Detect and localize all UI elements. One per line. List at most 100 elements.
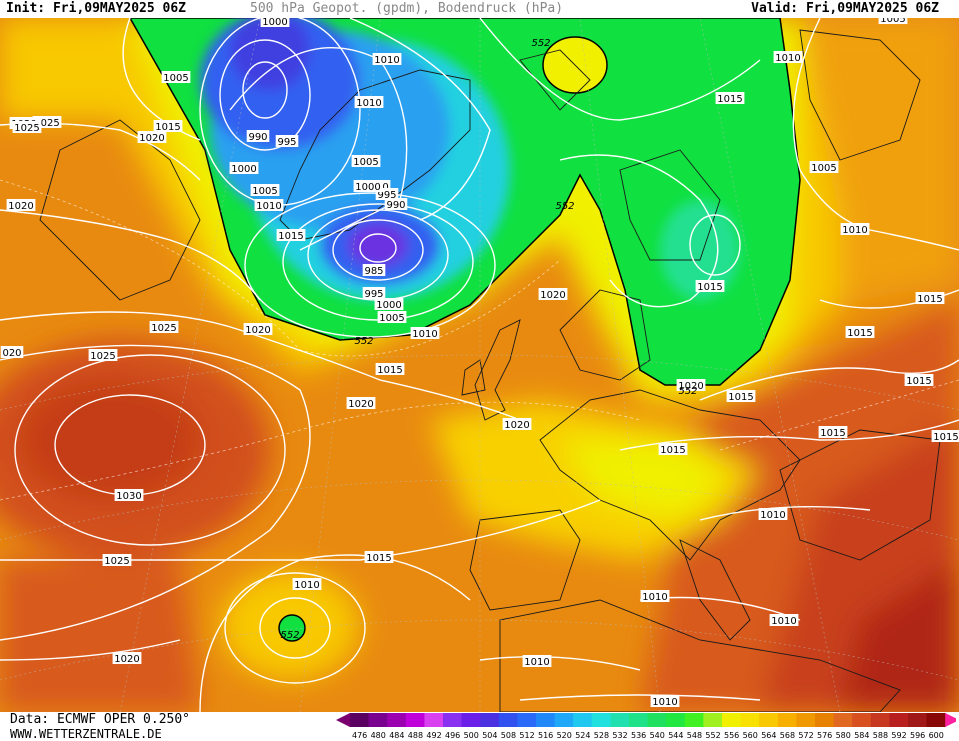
isobar-label: 1010 <box>840 223 870 236</box>
isobar-label: 1015 <box>153 120 183 133</box>
legend-swatch <box>889 713 909 727</box>
legend-tick-label: 580 <box>836 731 851 740</box>
isobar-label-text: 1025 <box>151 323 176 334</box>
isobar-label-bg <box>250 184 280 196</box>
isobar-label-text: 1010 <box>760 510 785 521</box>
isobar-label: 1015 <box>915 292 945 305</box>
isobar-label-text: 1015 <box>917 294 942 305</box>
legend-tick-label: 520 <box>557 731 572 740</box>
isobar-label-bg <box>372 53 402 65</box>
isobar-label-text: 1010 <box>374 55 399 66</box>
isobar-label: 020 <box>0 346 24 359</box>
legend-swatch <box>424 713 444 727</box>
isobar-label: 1010 <box>758 508 788 521</box>
isobar-label: 995 <box>275 135 299 148</box>
isobar-label: 1010 <box>650 695 680 708</box>
legend-tick-label: 556 <box>724 731 739 740</box>
isobar-label: 1005 <box>377 311 407 324</box>
isobar-label-text: 1020 <box>245 325 270 336</box>
isobar-label: 1020 <box>112 652 142 665</box>
isobar-label: 1010 <box>410 327 440 340</box>
isobar-label-bg <box>522 655 552 667</box>
legend-tick-label: 548 <box>687 731 702 740</box>
isobar-label-bg <box>640 590 670 602</box>
legend-tick-label: 560 <box>743 731 758 740</box>
legend-tick-label: 492 <box>426 731 441 740</box>
isobar-label: 1015 <box>904 374 934 387</box>
legend-tick-label: 568 <box>780 731 795 740</box>
isobar-label-text: 1010 <box>642 592 667 603</box>
legend-tick-label: 592 <box>891 731 906 740</box>
legend-swatch <box>870 713 890 727</box>
isobar-label-bg <box>353 180 383 192</box>
isobar-label-bg <box>149 321 179 333</box>
geopot-label: 552 <box>280 630 299 641</box>
isobar-label-bg <box>840 223 870 235</box>
isobar-label-bg <box>538 288 568 300</box>
legend-swatch <box>666 713 686 727</box>
isobar-label-bg <box>260 18 290 27</box>
isobar-label: 1015 <box>276 229 306 242</box>
legend-swatch <box>629 713 649 727</box>
isobar-label-text: 1020 <box>139 133 164 144</box>
isobar-label: 1005 <box>351 155 381 168</box>
isobar-label-text: 1020 <box>348 399 373 410</box>
isobar-label: 1015 <box>364 551 394 564</box>
isobar-label-bg <box>374 298 404 310</box>
isobar-label-text: 995 <box>364 289 383 300</box>
isobar-label-bg <box>809 161 839 173</box>
isobar-label-text: 1015 <box>697 282 722 293</box>
isobar-label-text: 1015 <box>906 376 931 387</box>
isobar-label-text: 1010 <box>256 201 281 212</box>
legend-tick-label: 564 <box>761 731 776 740</box>
legend-tick-label: 544 <box>668 731 683 740</box>
website-credit: WWW.WETTERZENTRALE.DE <box>10 727 162 741</box>
legend-swatch <box>536 713 556 727</box>
legend-tick-label: 504 <box>482 731 497 740</box>
legend-swatch <box>610 713 630 727</box>
legend-tick-label: 536 <box>631 731 646 740</box>
legend-swatch <box>815 713 835 727</box>
isobar-label-bg <box>695 280 725 292</box>
isobar-label: 1010 <box>769 614 799 627</box>
legend-arrow-right <box>945 713 956 727</box>
isobar-label: 1025 <box>88 349 118 362</box>
isobar-label-text: 1030 <box>116 491 141 502</box>
map-footer: Data: ECMWF OPER 0.250° WWW.WETTERZENTRA… <box>0 712 959 741</box>
isobar-label-bg <box>384 198 408 210</box>
isobar-label-bg <box>354 96 384 108</box>
isobar-label: 1025 <box>102 554 132 567</box>
legend-swatch <box>647 713 667 727</box>
legend-swatch <box>443 713 463 727</box>
isobar-label-text: 1015 <box>717 94 742 105</box>
isobar-label-bg <box>676 379 706 391</box>
isobar-label-bg <box>6 199 36 211</box>
isobar-label-bg <box>773 51 803 63</box>
legend-tick-label: 528 <box>594 731 609 740</box>
isobar-label-text: 1005 <box>880 18 905 25</box>
isobar-label-text: 1015 <box>820 428 845 439</box>
geopot-contours <box>0 179 959 501</box>
legend-tick-label: 532 <box>612 731 627 740</box>
isobar-label-bg <box>246 130 270 142</box>
isobar-label: 1010 <box>292 578 322 591</box>
geopot-label: 552 <box>678 386 697 397</box>
geopot-label: 552 <box>555 201 574 212</box>
isobar-label: 1005 <box>878 18 908 25</box>
legend-tick-label: 540 <box>650 731 665 740</box>
isobar-label-bg <box>931 430 959 442</box>
legend-swatch <box>722 713 742 727</box>
legend-swatch <box>517 713 537 727</box>
isobar-label-bg <box>112 652 142 664</box>
isobar-label-text: 1015 <box>278 231 303 242</box>
isobar-label-bg <box>102 554 132 566</box>
isobar-label-bg <box>878 18 908 24</box>
legend-swatch <box>368 713 388 727</box>
isobar-label-bg <box>137 131 167 143</box>
isobar-label-text: 1010 <box>771 616 796 627</box>
legend-tick-label: 516 <box>538 731 553 740</box>
legend-swatch <box>405 713 425 727</box>
isobar-label-text: 1010 <box>775 53 800 64</box>
isobar-label-bg <box>161 71 191 83</box>
